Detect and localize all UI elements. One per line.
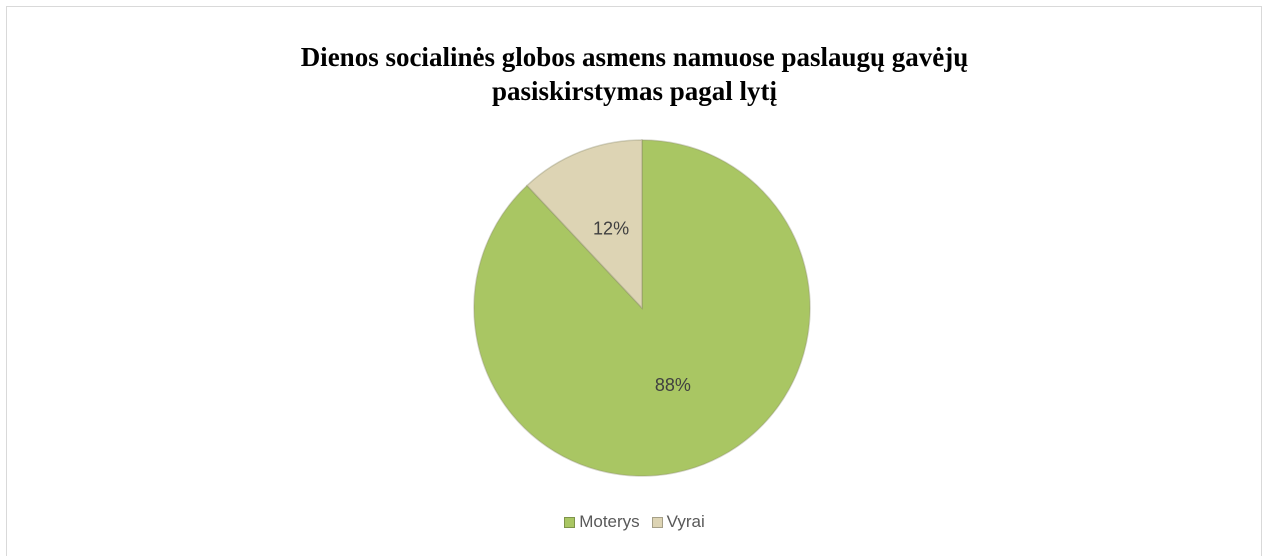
data-label: 88% xyxy=(655,375,691,395)
chart-frame xyxy=(6,6,1262,556)
legend-item: Vyrai xyxy=(651,512,705,532)
chart-title: Dienos socialinės globos asmens namuose … xyxy=(300,42,969,106)
legend-item: Moterys xyxy=(564,512,640,532)
data-label: 12% xyxy=(593,219,629,239)
pie-slice xyxy=(525,139,643,310)
legend-swatch xyxy=(651,517,663,528)
legend-label: Vyrai xyxy=(666,512,705,531)
legend-label: Moterys xyxy=(579,512,640,531)
pie-slice xyxy=(473,139,811,477)
chart-title-box: Dienos socialinės globos asmens namuose … xyxy=(0,40,1269,108)
legend-swatch xyxy=(564,517,576,528)
legend: Moterys Vyrai xyxy=(0,512,1269,532)
